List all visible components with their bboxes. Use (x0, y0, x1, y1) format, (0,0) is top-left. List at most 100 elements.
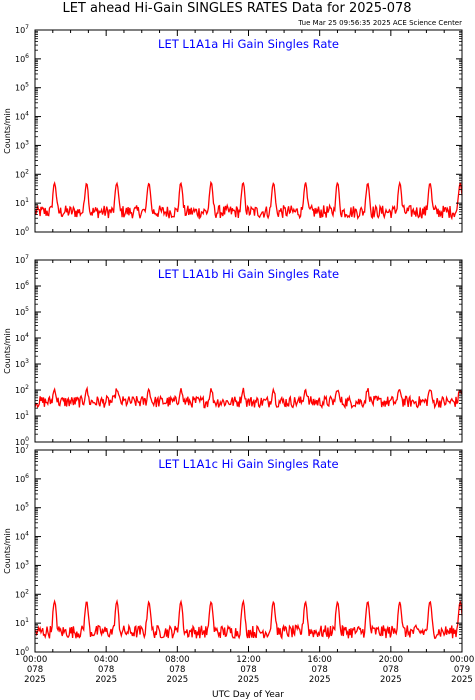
y-tick-base: 10 (15, 648, 25, 657)
y-tick-label: 102 (15, 384, 29, 395)
y-tick-label: 102 (15, 168, 29, 179)
y-tick-exp: 0 (25, 646, 29, 653)
y-tick-label: 100 (15, 436, 29, 447)
y-tick-exp: 7 (25, 254, 29, 261)
x-tick-year: 2025 (238, 675, 260, 685)
y-tick-label: 101 (15, 410, 29, 421)
y-tick-base: 10 (15, 334, 25, 343)
y-tick-exp: 3 (25, 358, 29, 365)
y-tick-base: 10 (15, 308, 25, 317)
y-tick-label: 107 (15, 24, 29, 35)
figure-title: LET ahead Hi-Gain SINGLES RATES Data for… (62, 1, 411, 16)
y-tick-label: 107 (15, 444, 29, 455)
y-tick-exp: 7 (25, 444, 29, 451)
x-tick-time: 12:00 (236, 655, 261, 665)
y-tick-label: 101 (15, 617, 29, 628)
x-tick-doy: 079 (454, 665, 470, 675)
x-tick-year: 2025 (167, 675, 189, 685)
y-tick-base: 10 (15, 26, 25, 35)
x-tick-year: 2025 (451, 675, 473, 685)
y-tick-base: 10 (15, 438, 25, 447)
y-tick-base: 10 (15, 141, 25, 150)
y-tick-base: 10 (15, 256, 25, 265)
x-tick-doy: 078 (169, 665, 185, 675)
y-tick-label: 104 (15, 332, 29, 343)
x-tick-doy: 078 (312, 665, 328, 675)
y-tick-base: 10 (15, 533, 25, 542)
series-line-2 (34, 385, 463, 410)
y-tick-exp: 0 (25, 226, 29, 233)
y-tick-label: 101 (15, 197, 29, 208)
y-tick-exp: 5 (25, 82, 29, 89)
x-tick-year: 2025 (95, 675, 117, 685)
x-tick-time: 00:00 (23, 655, 48, 665)
y-tick-label: 100 (15, 226, 29, 237)
y-axis-title: Counts/min (3, 108, 12, 154)
x-tick-time: 20:00 (379, 655, 404, 665)
series-line-3 (34, 598, 463, 641)
y-tick-base: 10 (15, 170, 25, 179)
x-tick-time: 16:00 (307, 655, 332, 665)
y-tick-base: 10 (15, 360, 25, 369)
y-tick-base: 10 (15, 446, 25, 455)
y-tick-exp: 5 (25, 502, 29, 509)
x-tick-doy: 078 (383, 665, 399, 675)
series-line-1 (34, 180, 463, 221)
y-tick-label: 103 (15, 559, 29, 570)
y-axis-title: Counts/min (3, 528, 12, 574)
y-tick-exp: 4 (25, 111, 29, 118)
y-tick-exp: 2 (25, 588, 29, 595)
y-tick-label: 104 (15, 531, 29, 542)
y-tick-label: 105 (15, 306, 29, 317)
y-tick-base: 10 (15, 282, 25, 291)
y-tick-label: 103 (15, 139, 29, 150)
y-tick-exp: 3 (25, 559, 29, 566)
panel-title: LET L1A1c Hi Gain Singles Rate (158, 457, 338, 471)
y-tick-base: 10 (15, 561, 25, 570)
y-tick-label: 105 (15, 502, 29, 513)
y-tick-label: 104 (15, 111, 29, 122)
y-tick-base: 10 (15, 475, 25, 484)
y-tick-label: 106 (15, 53, 29, 64)
y-tick-exp: 0 (25, 436, 29, 443)
y-tick-exp: 1 (25, 197, 29, 204)
y-tick-exp: 1 (25, 410, 29, 417)
y-tick-exp: 6 (25, 280, 29, 287)
y-tick-exp: 6 (25, 473, 29, 480)
y-tick-base: 10 (15, 84, 25, 93)
x-axis-labels: 00:00078202504:00078202508:00078202512:0… (23, 655, 475, 685)
y-tick-exp: 6 (25, 53, 29, 60)
y-axis-title: Counts/min (3, 328, 12, 374)
y-tick-label: 107 (15, 254, 29, 265)
y-tick-exp: 5 (25, 306, 29, 313)
y-tick-base: 10 (15, 228, 25, 237)
y-tick-exp: 3 (25, 139, 29, 146)
x-tick-year: 2025 (380, 675, 402, 685)
y-tick-exp: 2 (25, 168, 29, 175)
y-tick-base: 10 (15, 113, 25, 122)
y-tick-label: 106 (15, 280, 29, 291)
y-tick-label: 102 (15, 588, 29, 599)
x-tick-doy: 078 (240, 665, 256, 675)
y-tick-base: 10 (15, 199, 25, 208)
y-tick-exp: 4 (25, 332, 29, 339)
y-tick-label: 103 (15, 358, 29, 369)
x-tick-time: 04:00 (94, 655, 119, 665)
y-tick-exp: 4 (25, 531, 29, 538)
y-tick-exp: 2 (25, 384, 29, 391)
y-tick-label: 100 (15, 646, 29, 657)
y-tick-base: 10 (15, 55, 25, 64)
y-tick-label: 106 (15, 473, 29, 484)
